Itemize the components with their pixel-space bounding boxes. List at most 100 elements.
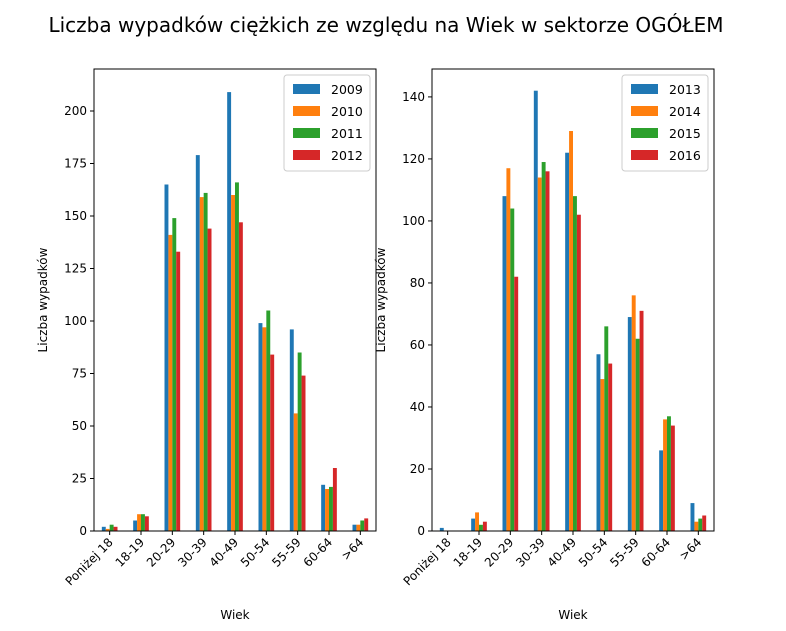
y-tick-label: 120 <box>402 152 425 166</box>
bar-2013-1 <box>471 518 476 531</box>
legend-swatch <box>631 84 658 94</box>
bar-2016-4 <box>576 214 581 532</box>
bar-2009-0 <box>101 526 106 531</box>
legend-label: 2010 <box>331 104 363 119</box>
bar-2012-4 <box>238 222 243 532</box>
bar-2013-5 <box>596 354 601 531</box>
bar-2013-6 <box>627 317 632 531</box>
bar-2012-7 <box>332 468 337 531</box>
bar-2010-0 <box>105 528 110 531</box>
bar-2014-4 <box>569 131 573 531</box>
right-chart: 0 20 40 60 80 100 120 140 Poniżej 1818-1920-2930… <box>374 68 715 622</box>
bar-2014-7 <box>663 419 667 531</box>
x-tick-label: 40-49 <box>207 535 242 570</box>
bar-2012-0 <box>113 526 118 531</box>
legend-label: 2012 <box>331 148 363 163</box>
legend-swatch <box>293 150 320 160</box>
legend-label: 2011 <box>331 126 363 141</box>
bar-2014-5 <box>600 379 605 531</box>
bar-2012-3 <box>207 228 212 531</box>
legend-swatch <box>293 128 320 138</box>
y-tick-label: 75 <box>72 367 87 381</box>
bar-2011-3 <box>203 192 208 531</box>
y-tick-label: 0 <box>79 524 87 538</box>
y-tick-label: 60 <box>410 338 425 352</box>
x-tick-label: 60-64 <box>301 535 336 570</box>
bar-2011-6 <box>297 352 302 531</box>
y-tick-label: 40 <box>410 400 425 414</box>
bar-2011-1 <box>141 514 145 531</box>
bar-2014-2 <box>506 168 511 531</box>
y-axis-label: Liczba wypadków <box>36 247 50 352</box>
x-tick-label: 40-49 <box>545 535 580 570</box>
bar-2016-2 <box>514 276 519 531</box>
bar-2012-2 <box>176 251 181 531</box>
bar-2013-4 <box>565 152 570 531</box>
figure-title: Liczba wypadków ciężkich ze względu na W… <box>48 13 723 37</box>
x-tick-label: 55-59 <box>269 535 304 570</box>
bar-2015-7 <box>667 416 671 531</box>
x-tick-label: 20-29 <box>482 535 517 570</box>
legend-swatch <box>631 128 658 138</box>
bar-2013-0 <box>439 527 444 531</box>
y-tick-label: 125 <box>64 262 87 276</box>
bar-2012-6 <box>301 375 306 531</box>
x-tick-label: Poniżej 18 <box>401 535 454 588</box>
legend <box>283 74 371 172</box>
x-axis-label: Wiek <box>220 608 249 622</box>
bar-2016-7 <box>670 425 675 531</box>
x-tick-label: 55-59 <box>607 535 642 570</box>
left-chart: 0 25 50 75 100 125 150 175 200 Poniżej 1818-1920-… <box>36 68 377 622</box>
bar-2011-0 <box>109 524 114 531</box>
bar-2010-8 <box>356 524 361 531</box>
bar-2016-6 <box>639 310 644 531</box>
y-tick-label: 80 <box>410 276 425 290</box>
bar-2015-5 <box>604 326 609 531</box>
bar-2010-1 <box>137 514 141 531</box>
bar-2013-2 <box>502 196 507 531</box>
x-tick-label: >64 <box>677 535 705 563</box>
bar-2009-2 <box>164 184 169 531</box>
bar-2009-3 <box>195 155 200 531</box>
y-tick-label: 100 <box>402 214 425 228</box>
bar-2009-5 <box>258 323 263 531</box>
bar-2013-7 <box>659 450 664 531</box>
bar-2016-3 <box>545 171 550 531</box>
bar-2011-4 <box>235 182 239 531</box>
bar-2011-5 <box>266 310 271 531</box>
bar-2012-5 <box>270 354 275 531</box>
x-tick-label: 50-54 <box>576 535 611 570</box>
x-tick-label: >64 <box>339 535 367 563</box>
y-tick-label: 175 <box>64 157 87 171</box>
x-tick-label: 30-39 <box>513 535 548 570</box>
legend-label: 2015 <box>669 126 701 141</box>
y-tick-label: 200 <box>64 104 87 118</box>
bar-2010-2 <box>168 234 173 531</box>
bar-2009-7 <box>321 484 326 531</box>
x-tick-label: 50-54 <box>238 535 273 570</box>
x-tick-label: 18-19 <box>113 535 148 570</box>
legend-swatch <box>293 84 320 94</box>
y-tick-label: 20 <box>410 462 425 476</box>
bar-2012-1 <box>144 516 149 531</box>
legend-label: 2014 <box>669 104 701 119</box>
legend-label: 2009 <box>331 82 363 97</box>
x-tick-label: Poniżej 18 <box>63 535 116 588</box>
legend-label: 2016 <box>669 148 701 163</box>
bar-2015-8 <box>698 518 703 531</box>
bar-2010-5 <box>262 327 267 531</box>
legend <box>621 74 709 172</box>
y-tick-label: 50 <box>72 419 87 433</box>
bar-2015-4 <box>573 196 577 531</box>
bar-2009-6 <box>289 329 294 531</box>
y-tick-label: 100 <box>64 314 87 328</box>
x-tick-label: 20-29 <box>144 535 179 570</box>
bar-2014-1 <box>475 512 479 531</box>
bar-2009-4 <box>227 92 232 531</box>
bar-2016-5 <box>608 363 613 531</box>
legend-swatch <box>293 106 320 116</box>
bar-2015-2 <box>510 208 515 531</box>
bar-2013-3 <box>533 90 538 531</box>
bar-2010-4 <box>231 195 235 531</box>
